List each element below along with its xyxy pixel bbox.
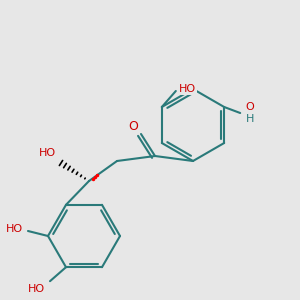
- Text: H: H: [246, 114, 254, 124]
- Text: HO: HO: [5, 224, 22, 234]
- Text: O: O: [246, 102, 255, 112]
- Text: HO: HO: [38, 148, 56, 158]
- Text: O: O: [128, 119, 138, 133]
- Text: HO: HO: [179, 84, 197, 94]
- Text: HO: HO: [27, 284, 45, 294]
